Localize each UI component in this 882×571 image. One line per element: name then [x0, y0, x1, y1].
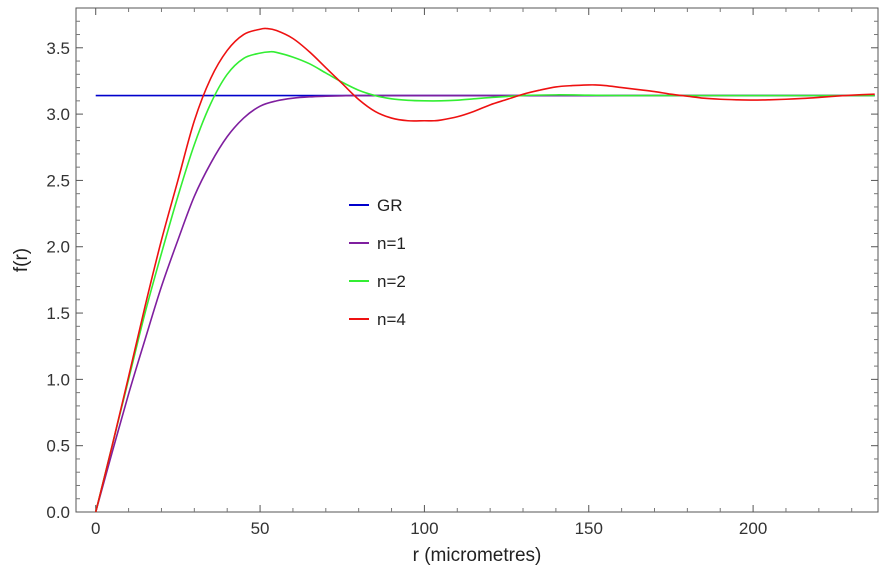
series-line-n-4	[94, 27, 875, 513]
y-tick-label: 0.5	[46, 437, 70, 456]
tick-label-group: 0 50 100 150 200 0.0 0.5 1.0 1.5 2.0 2.5 3.0 3.5	[46, 39, 767, 538]
legend: GR n=1 n=2 n=4	[349, 196, 406, 329]
y-tick-label: 1.0	[46, 370, 70, 389]
x-axis-label: r (micrometres)	[413, 545, 542, 566]
y-axis-label: f(r)	[11, 248, 32, 272]
legend-label-n-1: n=1	[377, 234, 406, 253]
legend-label-n-4: n=4	[377, 310, 406, 329]
x-tick-label: 0	[91, 519, 100, 538]
y-tick-label: 2.5	[46, 171, 70, 190]
series-line-n-2	[94, 50, 875, 513]
plot-frame	[75, 7, 879, 513]
y-tick-label: 3.5	[46, 39, 70, 58]
x-tick-label: 100	[410, 519, 438, 538]
y-tick-label: 3.0	[46, 105, 70, 124]
series-group	[94, 27, 875, 513]
y-tick-label: 1.5	[46, 304, 70, 323]
x-tick-label: 200	[739, 519, 767, 538]
x-tick-label: 150	[575, 519, 603, 538]
series-line-n-1	[94, 94, 875, 513]
x-tick-label: 50	[251, 519, 270, 538]
tick-group	[76, 8, 878, 513]
y-tick-label: 0.0	[46, 503, 70, 522]
legend-label-gr: GR	[377, 196, 403, 215]
legend-label-n-2: n=2	[377, 272, 406, 291]
y-tick-label: 2.0	[46, 238, 70, 257]
